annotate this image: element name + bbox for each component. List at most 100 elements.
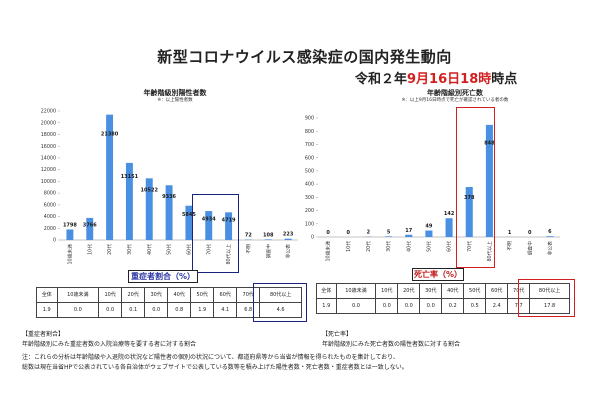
death-y-tick-label: 200 [305, 208, 314, 214]
positive-value-label: 4934 [202, 217, 216, 223]
footnote-line1: 注：これらの分析は年齢階級や入退院の状況など陽性者の個別の状況について、都道府県… [22, 354, 399, 361]
mortality-header-cell: 10代 [375, 283, 399, 299]
mortality-value-cell: 2.4 [485, 298, 509, 314]
positive-value-label: 10522 [141, 188, 159, 194]
death-chart-note: ※：以上9月16日時点で死亡が確認されている者の数 [401, 98, 509, 103]
death-note-head: 【死亡率】 [322, 331, 353, 338]
mortality-rate-label: 死亡率（%） [412, 268, 464, 281]
positive-bar [264, 239, 272, 240]
positive-value-label: 9336 [162, 194, 176, 200]
death-value-label: 378 [464, 195, 475, 201]
death-value-label: 1 [508, 230, 512, 236]
death-value-label: 0 [347, 230, 351, 236]
mortality-rate-table: 全体 10歳未満 10代 20代 30代 40代 50代 60代 70代 80代以上 1.9 0.0… [316, 283, 570, 314]
death-value-label: 0 [528, 230, 532, 236]
mortality-value-cell: 0.5 [463, 298, 487, 314]
positive-bar [86, 217, 94, 240]
death-category-label: 調査中 [526, 241, 533, 256]
positive-value-label: 5845 [182, 212, 196, 218]
positive-y-tick-label: 18000 [41, 132, 56, 138]
severe-value-cell: 1.9 [190, 302, 215, 318]
death-category-label: 不明 [507, 241, 513, 251]
positive-y-tick-label: 4000 [44, 214, 56, 220]
severe-header-cell: 30代 [144, 287, 169, 303]
death-category-label: 50代 [425, 241, 432, 252]
positive-bar [225, 212, 233, 240]
death-y-tick-label: 100 [305, 221, 314, 227]
death-bar [405, 234, 413, 237]
severe-value-cell: 4.6 [259, 302, 302, 318]
positive-category-label: 70代 [205, 244, 212, 255]
mortality-header-cell: 20代 [397, 283, 421, 299]
severe-rate-label: 重症者割合（%） [128, 270, 198, 283]
positive-category-label: 調査中 [265, 244, 272, 259]
mortality-table-highlight [518, 279, 575, 317]
death-category-label: 80代以上 [486, 241, 493, 262]
positive-bar [205, 211, 213, 240]
mortality-value-cell: 1.9 [316, 298, 337, 314]
positive-category-label: 50代 [166, 244, 173, 255]
death-value-label: 0 [326, 230, 330, 236]
severe-header-cell: 10代 [98, 287, 123, 303]
mortality-header-cell: 全体 [316, 283, 337, 299]
positive-category-label: 不明 [246, 244, 252, 254]
positive-y-tick-label: 16000 [41, 144, 56, 150]
positive-value-label: 13151 [121, 174, 139, 180]
death-bar [425, 230, 433, 237]
severe-header-cell: 60代 [213, 287, 238, 303]
death-y-tick-label: 600 [305, 155, 314, 161]
death-category-label: 20代 [365, 241, 372, 252]
severe-note-text: 年齢階級別にみた重症者数の入院治療等を要する者に対する割合 [22, 340, 197, 348]
positive-category-label: 60代 [185, 244, 192, 255]
positive-y-tick-label: 14000 [41, 156, 56, 162]
positive-category-label: 30代 [126, 244, 133, 255]
positive-bar [284, 238, 292, 240]
positive-chart-title: 年齢階級別陽性者数 [143, 89, 207, 97]
severe-header-cell: 40代 [167, 287, 192, 303]
as-of-prefix: 令和２年 [355, 72, 408, 87]
severe-value-cell: 1.9 [36, 302, 58, 318]
death-value-label: 142 [444, 211, 455, 217]
positive-bar [125, 162, 133, 240]
death-category-label: 30代 [385, 241, 392, 252]
positive-category-label: 非公表 [285, 244, 292, 259]
mortality-header-cell: 50代 [463, 283, 487, 299]
severe-value-row: 1.9 0.0 0.0 0.1 0.0 0.8 1.9 4.1 6.8 4.6 [36, 302, 302, 318]
positive-cases-chart: 0 2000 4000 6000 8000 10000 12000 14000 16000 180… [41, 109, 298, 265]
mortality-value-cell: 17.8 [529, 298, 570, 314]
death-highlight-box [456, 107, 495, 268]
positive-value-label: 72 [245, 233, 252, 239]
death-category-label: 60代 [446, 241, 453, 252]
positive-category-label: 10代 [86, 244, 93, 255]
notes-section: 【重症者割合】 年齢階級別にみた重症者数の入院治療等を要する者に対する割合 【死… [22, 330, 602, 372]
mortality-value-cell: 0.0 [335, 298, 377, 314]
death-y-tick-label: 0 [311, 235, 314, 241]
positive-y-tick-label: 0 [53, 238, 56, 244]
mortality-value-cell: 0.2 [441, 298, 465, 314]
severe-header-cell: 50代 [190, 287, 215, 303]
severe-value-cell: 6.8 [236, 302, 261, 318]
mortality-value-cell: 0.0 [397, 298, 421, 314]
positive-y-tick-label: 22000 [41, 109, 56, 115]
positive-category-label: 80代以上 [225, 244, 232, 265]
severe-value-cell: 0.8 [167, 302, 192, 318]
positive-y-tick-label: 20000 [41, 120, 56, 126]
positive-y-tick-label: 8000 [44, 191, 56, 197]
mortality-header-cell: 40代 [441, 283, 465, 299]
mortality-header-cell: 60代 [485, 283, 509, 299]
positive-value-label: 108 [263, 232, 274, 238]
death-y-tick-label: 500 [305, 168, 314, 174]
death-y-tick-label: 900 [305, 116, 314, 122]
death-category-label: 10代 [345, 241, 352, 252]
death-bar [385, 236, 393, 237]
death-category-label: 非公表 [546, 241, 553, 256]
mortality-header-cell: 30代 [419, 283, 443, 299]
positive-value-label: 21380 [101, 132, 119, 138]
severe-table-highlight [253, 283, 307, 322]
positive-value-label: 4719 [222, 218, 236, 224]
death-y-tick-label: 300 [305, 195, 314, 201]
death-chart-title: 年齢階級別死亡数 [427, 89, 483, 97]
positive-bar [106, 114, 114, 240]
death-bar [445, 218, 453, 237]
positive-value-label: 1798 [63, 222, 77, 228]
